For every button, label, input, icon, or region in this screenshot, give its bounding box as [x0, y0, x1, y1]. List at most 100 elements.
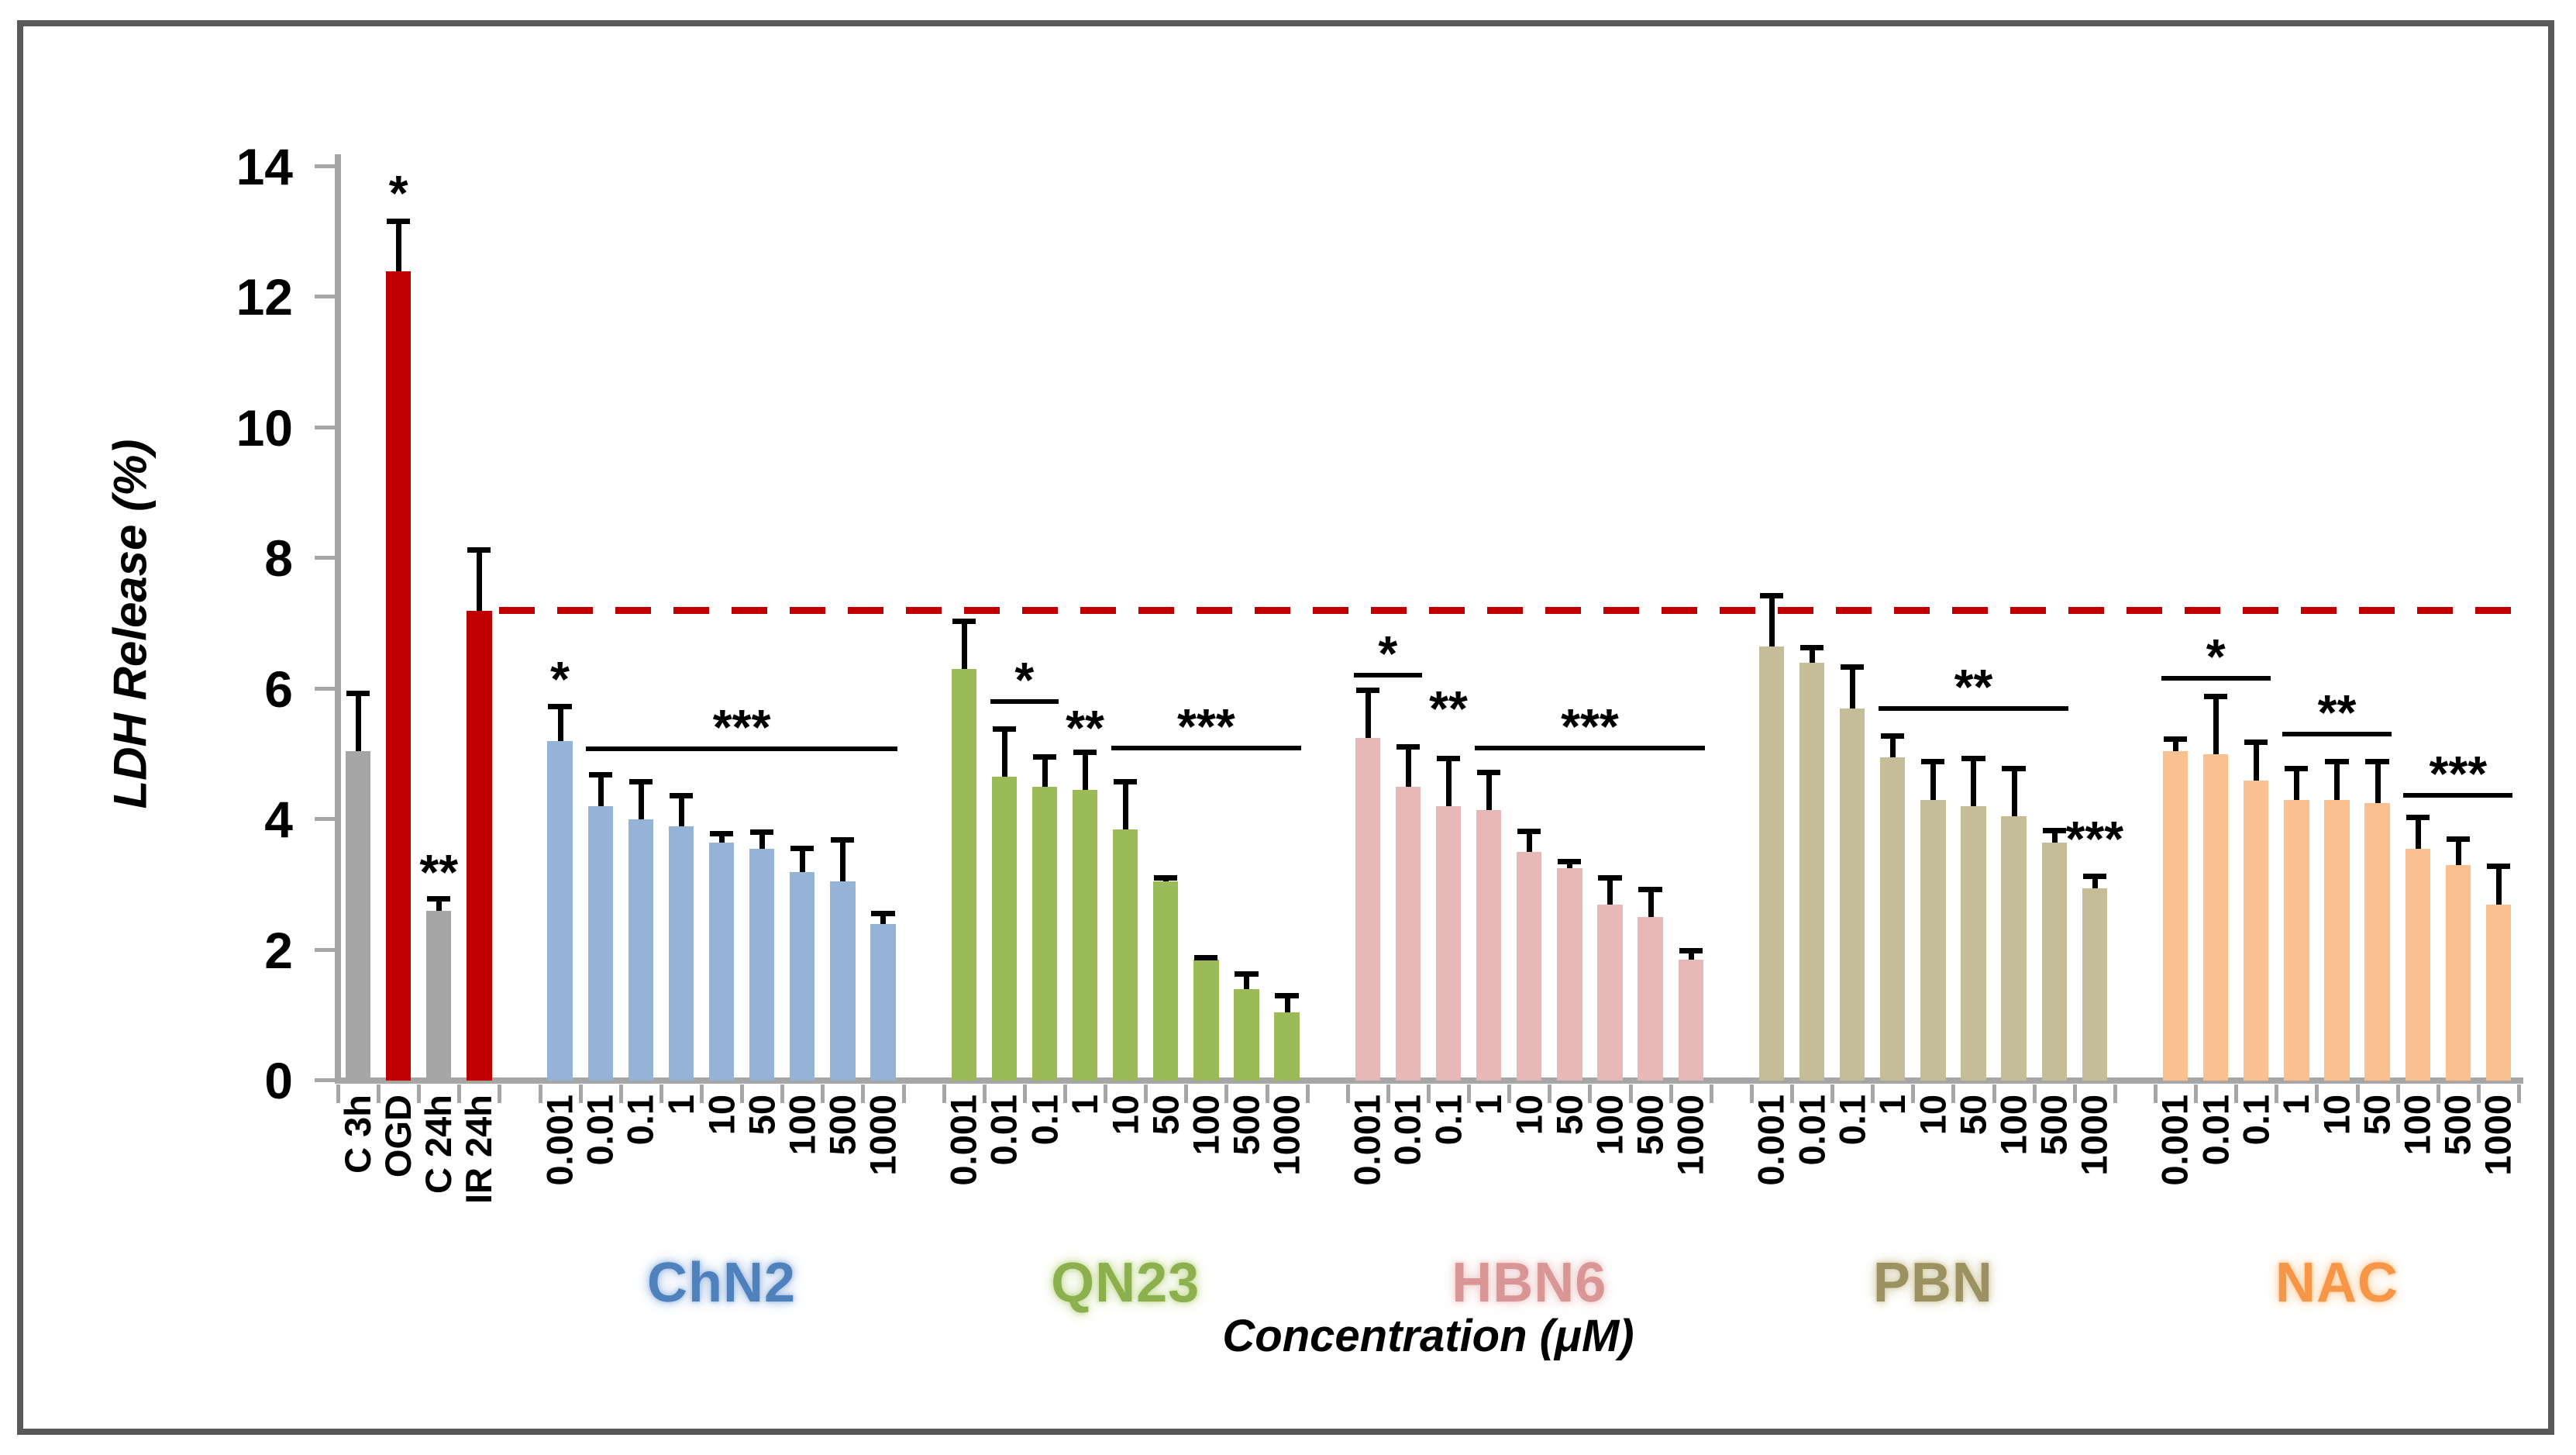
error-bar-cap [2446, 836, 2470, 842]
x-tick [1628, 1084, 1633, 1103]
bar-cell-QN23-50: 50 [1145, 167, 1186, 1135]
bar-NAC-50 [2364, 803, 2390, 1081]
error-bar-cap [2082, 873, 2106, 879]
error-bar-stem [2051, 829, 2058, 843]
bar-QN23-1000 [1274, 1012, 1300, 1081]
x-tick [2032, 1084, 2037, 1103]
x-tick-label-IR 24h: IR 24h [458, 1095, 500, 1205]
bar-QN23-1 [1072, 790, 1098, 1081]
bar-ChN2-50 [749, 849, 775, 1081]
x-tick [417, 1084, 422, 1103]
error-bar-cap [992, 726, 1016, 733]
x-tick [1709, 1084, 1713, 1103]
x-tick-label-0.01: 0.01 [2195, 1095, 2237, 1166]
bar-cell-PBN-0.1: 0.1 [1831, 167, 1872, 1145]
x-tick-label-100: 100 [781, 1095, 823, 1156]
error-bar-cap [548, 703, 572, 709]
error-bar-cap [790, 845, 814, 851]
bar-HBN6-1000 [1678, 960, 1703, 1081]
error-bar-stem [1446, 757, 1452, 807]
significance-marker: * [388, 164, 408, 221]
significance-line-* [990, 699, 1059, 705]
error-bar-cap [2486, 864, 2511, 870]
error-bar-stem [1930, 760, 1937, 800]
bar-HBN6-0.01 [1395, 787, 1421, 1081]
significance-marker: ** [419, 843, 459, 900]
bar-HBN6-10 [1517, 852, 1542, 1081]
bar-ChN2-1 [668, 826, 694, 1081]
bar-PBN-10 [1920, 799, 1946, 1081]
x-tick [2436, 1084, 2440, 1103]
bar-cell-ChN2-1000: 1000 [863, 167, 904, 1176]
error-bar-cap [1114, 779, 1138, 785]
error-bar-stem [396, 220, 402, 271]
error-bar-stem [1648, 888, 1654, 918]
error-bar-stem [800, 846, 806, 872]
significance-marker: *** [712, 698, 771, 755]
bar-cell-NAC-50: 50 [2357, 167, 2398, 1135]
x-tick-label-0.1: 0.1 [619, 1095, 661, 1146]
x-tick [821, 1084, 825, 1103]
bar-PBN-0.1 [1840, 708, 1865, 1081]
error-bar-stem [1890, 734, 1896, 758]
x-tick [1507, 1084, 1512, 1103]
x-tick-label-1000: 1000 [2477, 1095, 2519, 1176]
group-label-NAC: NAC [2275, 1252, 2399, 1314]
bar-cell-C 3h: C 3h [337, 167, 378, 1174]
significance-line-* [1353, 673, 1423, 678]
bar-cell-HBN6-0.1: 0.1 [1427, 167, 1469, 1145]
bar-C 3h [345, 750, 371, 1081]
bar-cell-ChN2-1: 1 [660, 167, 701, 1115]
error-bar-stem [1042, 756, 1048, 788]
y-tick-label-2: 2 [264, 921, 293, 979]
plot-area: LDH Release (%) Concentration (μM) 0 2 4 6 8… [105, 141, 2523, 1361]
error-bar-stem [2375, 760, 2381, 804]
error-bar-cap [427, 896, 451, 902]
bar-OGD [386, 271, 412, 1081]
y-tick-label-10: 10 [236, 398, 293, 457]
error-bar-cap [1073, 749, 1097, 755]
bar-PBN-100 [2001, 815, 2027, 1081]
bar-cell-NAC-10: 10 [2316, 167, 2357, 1135]
error-bar-stem [1607, 877, 1613, 905]
bar-ChN2-100 [790, 871, 815, 1081]
error-bar-stem [1001, 728, 1007, 777]
figure-frame: LDH Release (%) Concentration (μM) 0 2 4 6 8… [17, 20, 2554, 1435]
x-tick-label-0.01: 0.01 [1791, 1095, 1833, 1166]
bar-cell-NAC-500: 500 [2437, 167, 2478, 1155]
x-tick [1467, 1084, 1472, 1103]
y-tick-label-8: 8 [264, 529, 293, 588]
error-bar-stem [557, 705, 563, 742]
x-tick-label-10: 10 [701, 1095, 742, 1136]
x-tick [1749, 1084, 1754, 1103]
bar-cell-QN23-0.01: 0.01 [983, 167, 1025, 1165]
y-tick-label-14: 14 [236, 138, 293, 195]
bar-cell-ChN2-500: 500 [821, 167, 863, 1155]
error-bar-stem [678, 795, 684, 826]
significance-marker: * [1014, 652, 1035, 709]
x-tick [780, 1084, 785, 1103]
x-tick [1104, 1084, 1108, 1103]
bar-cell-ChN2-0.01: 0.01 [580, 167, 621, 1165]
error-bar-cap [1881, 733, 1905, 739]
group-label-QN23: QN23 [1051, 1252, 1200, 1314]
bar-cell-QN23-500: 500 [1226, 167, 1267, 1155]
bar-cell-C 24h: C 24h [418, 167, 459, 1194]
error-bar-cap [1961, 756, 1985, 762]
error-bar-cap [831, 837, 855, 843]
x-tick-label-0.001: 0.001 [1750, 1095, 1792, 1186]
x-tick-label-1: 1 [1468, 1095, 1510, 1115]
bar-ChN2-0.1 [628, 819, 653, 1081]
bar-cell-PBN-50: 50 [1953, 167, 1994, 1135]
x-tick-label-0.1: 0.1 [1023, 1095, 1065, 1146]
x-tick [1386, 1084, 1390, 1103]
x-tick [1224, 1084, 1229, 1103]
x-tick-label-0.001: 0.001 [1346, 1095, 1388, 1186]
error-bar-stem [1810, 646, 1816, 664]
bar-cell-HBN6-0.01: 0.01 [1387, 167, 1428, 1165]
x-tick [377, 1084, 381, 1103]
x-tick-label-50: 50 [1952, 1095, 1994, 1136]
significance-line-* [2161, 675, 2271, 681]
bar-cell-QN23-0.1: 0.1 [1024, 167, 1065, 1145]
bar-cell-QN23-100: 100 [1185, 167, 1226, 1155]
